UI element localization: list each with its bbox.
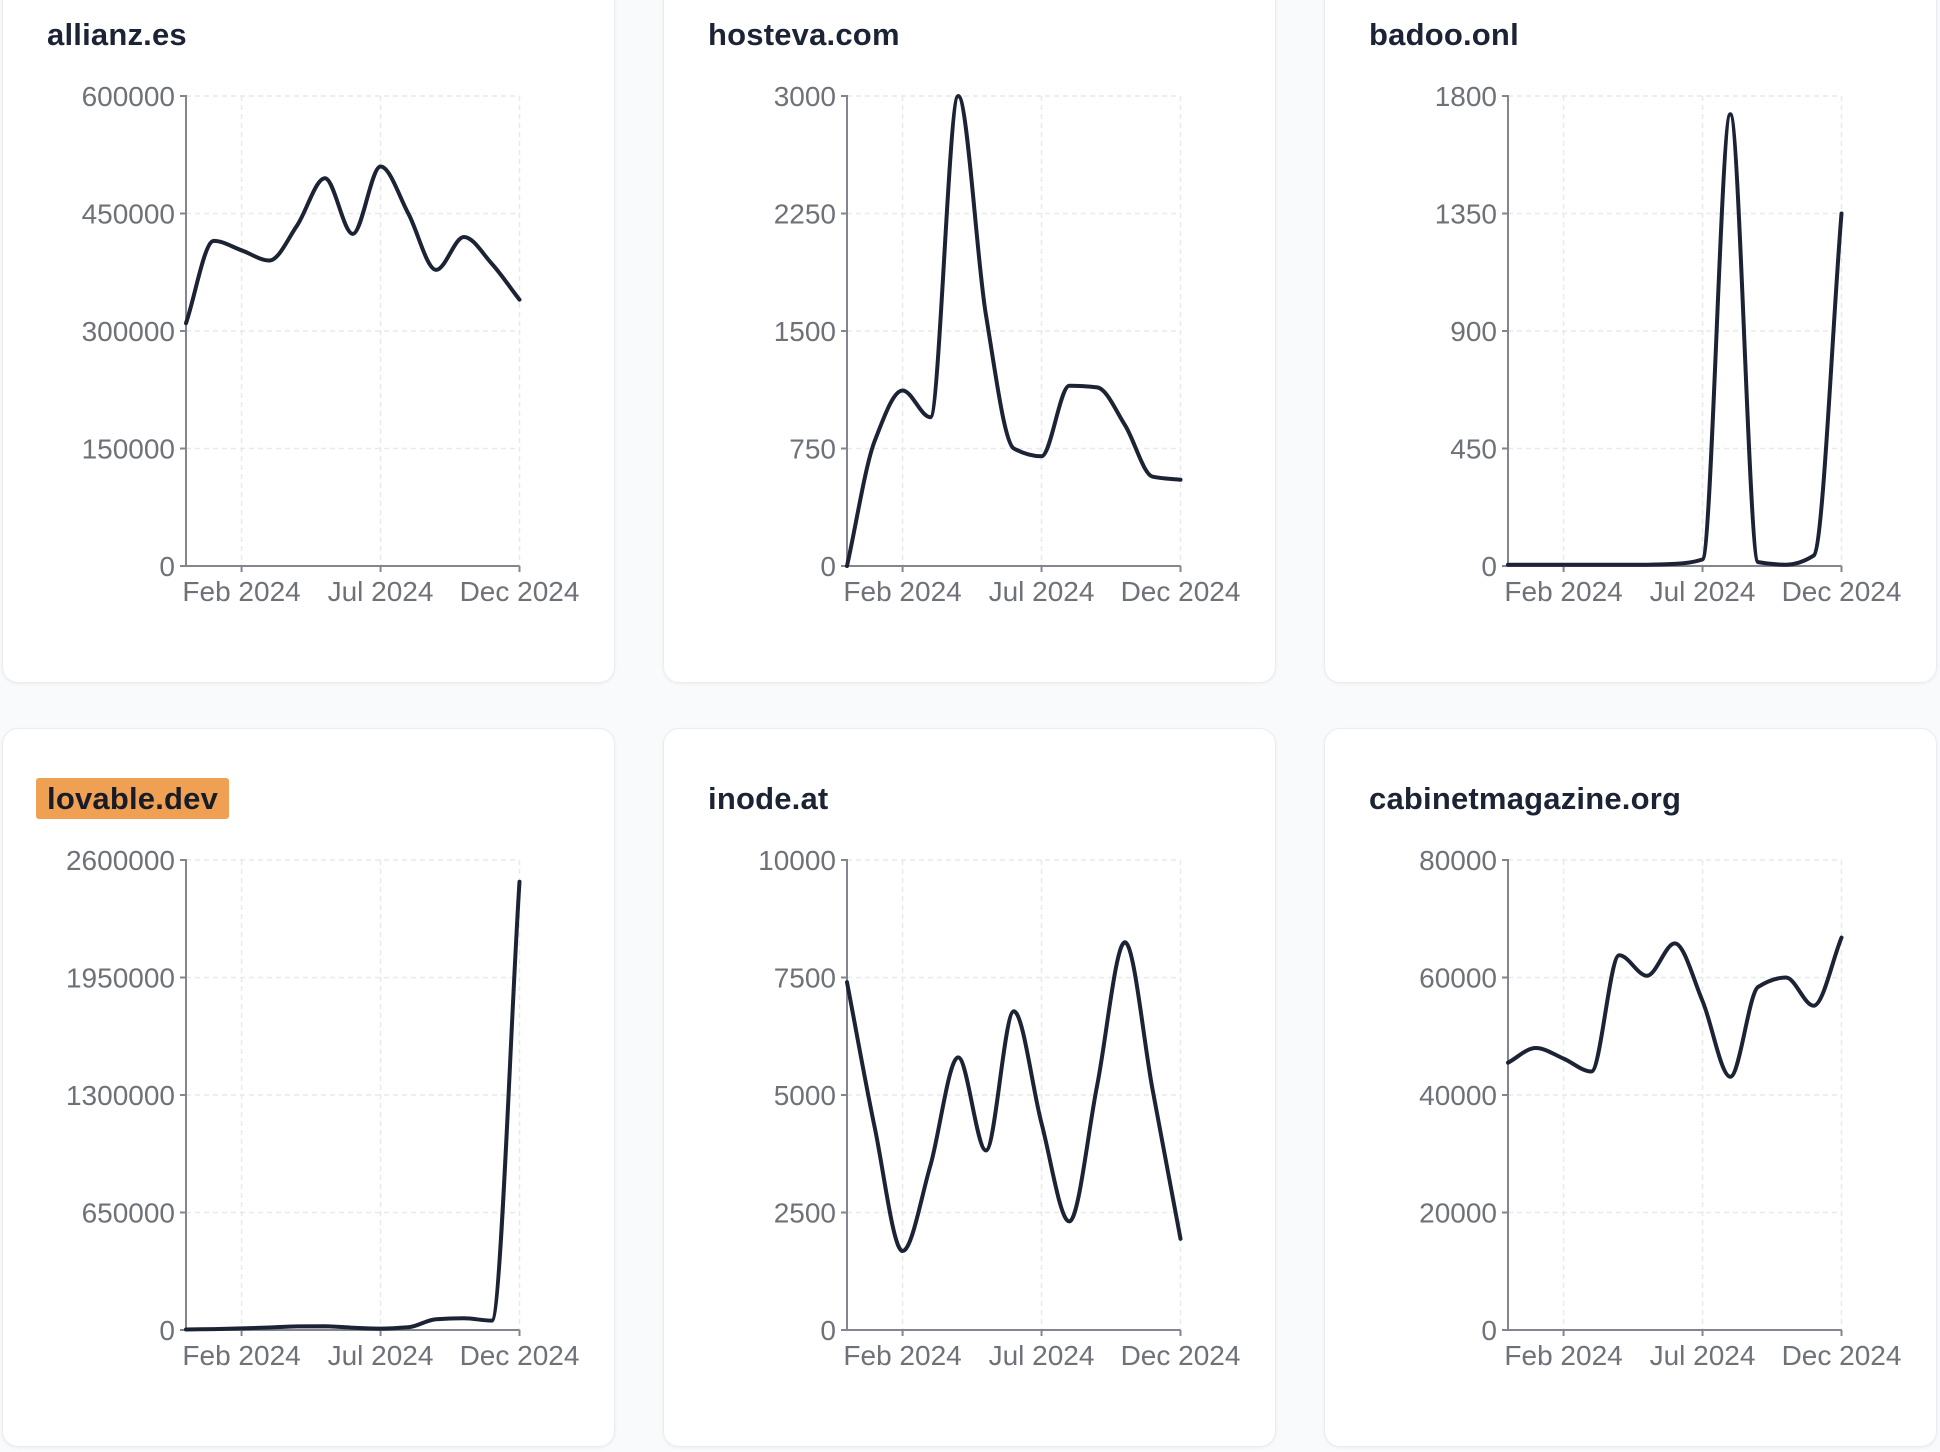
x-tick-label: Feb 2024 — [182, 576, 300, 607]
line-chart: 0 20000 40000 60000 80000 Feb 2024 Jul 2024 Dec… — [1419, 845, 1902, 1371]
y-tick-label: 450000 — [82, 199, 175, 230]
chart-title-text: lovable.dev — [36, 778, 230, 819]
y-tick-label: 450 — [1450, 434, 1497, 465]
x-tick-label: Dec 2024 — [1121, 1340, 1241, 1371]
series-line — [184, 164, 522, 326]
x-tick-label: Feb 2024 — [182, 1340, 300, 1371]
y-tick-label: 2500 — [774, 1198, 836, 1229]
y-tick-label: 1950000 — [66, 963, 175, 994]
y-tick-label: 0 — [820, 1315, 836, 1346]
y-tick-label: 600000 — [82, 81, 175, 112]
y-tick-label: 1500 — [774, 316, 836, 347]
x-tick-label: Jul 2024 — [989, 1340, 1095, 1371]
chart-title: allianz.es — [47, 13, 187, 57]
chart-card: badoo.onl 0 450 900 1350 1800 Feb 2024 Jul 202… — [1324, 0, 1937, 683]
y-tick-label: 0 — [159, 551, 175, 582]
y-tick-label: 20000 — [1419, 1198, 1497, 1229]
series-line — [1506, 112, 1844, 567]
line-chart: 0 450 900 1350 1800 Feb 2024 Jul 2024 Dec 2024 — [1435, 81, 1902, 607]
y-tick-label: 0 — [1481, 1315, 1497, 1346]
series-line — [1506, 935, 1844, 1079]
x-tick-label: Dec 2024 — [1782, 1340, 1902, 1371]
chart-title-text: allianz.es — [47, 17, 187, 52]
x-tick-label: Jul 2024 — [1650, 1340, 1756, 1371]
series-line — [845, 940, 1183, 1253]
x-tick-label: Jul 2024 — [328, 576, 434, 607]
y-tick-label: 0 — [1481, 551, 1497, 582]
line-chart: 0 750 1500 2250 3000 Feb 2024 Jul 2024 Dec 2024 — [774, 81, 1241, 607]
chart-title-text: inode.at — [708, 781, 829, 816]
y-tick-label: 150000 — [82, 434, 175, 465]
y-tick-label: 40000 — [1419, 1080, 1497, 1111]
y-tick-label: 2250 — [774, 199, 836, 230]
chart-card: hosteva.com 0 750 1500 2250 3000 Feb 2024 Jul … — [663, 0, 1276, 683]
y-tick-label: 750 — [789, 434, 836, 465]
chart-card: lovable.dev 0 650000 1300000 1950000 2600000… — [2, 728, 615, 1447]
chart-title: lovable.dev — [36, 777, 230, 821]
y-tick-label: 80000 — [1419, 845, 1497, 876]
x-tick-label: Feb 2024 — [843, 1340, 961, 1371]
chart-title: hosteva.com — [708, 13, 900, 57]
x-tick-label: Jul 2024 — [1650, 576, 1756, 607]
y-tick-label: 900 — [1450, 316, 1497, 347]
x-tick-label: Dec 2024 — [1121, 576, 1241, 607]
y-tick-label: 3000 — [774, 81, 836, 112]
chart-title: inode.at — [708, 777, 828, 821]
y-tick-label: 1300000 — [66, 1080, 175, 1111]
chart-card: cabinetmagazine.org 0 20000 40000 60000 8000… — [1324, 728, 1937, 1447]
x-tick-label: Dec 2024 — [1782, 576, 1902, 607]
y-tick-label: 2600000 — [66, 845, 175, 876]
line-chart: 0 150000 300000 450000 600000 Feb 2024 Jul 202… — [82, 81, 580, 607]
x-tick-label: Jul 2024 — [328, 1340, 434, 1371]
chart-card: allianz.es 0 150000 300000 450000 600000 Feb … — [2, 0, 615, 683]
x-tick-label: Feb 2024 — [1504, 1340, 1622, 1371]
y-tick-label: 650000 — [82, 1198, 175, 1229]
y-tick-label: 10000 — [758, 845, 836, 876]
x-tick-label: Feb 2024 — [1504, 576, 1622, 607]
chart-title: cabinetmagazine.org — [1369, 777, 1681, 821]
x-tick-label: Feb 2024 — [843, 576, 961, 607]
line-chart: 0 2500 5000 7500 10000 Feb 2024 Jul 2024 Dec 20… — [758, 845, 1241, 1371]
x-tick-label: Jul 2024 — [989, 576, 1095, 607]
y-tick-label: 60000 — [1419, 963, 1497, 994]
y-tick-label: 300000 — [82, 316, 175, 347]
y-tick-label: 1800 — [1435, 81, 1497, 112]
y-tick-label: 0 — [820, 551, 836, 582]
y-tick-label: 5000 — [774, 1080, 836, 1111]
line-chart: 0 650000 1300000 1950000 2600000 Feb 2024 Jul … — [66, 845, 580, 1371]
chart-title: badoo.onl — [1369, 13, 1519, 57]
chart-title-text: badoo.onl — [1369, 17, 1519, 52]
x-tick-label: Dec 2024 — [460, 576, 580, 607]
chart-title-text: cabinetmagazine.org — [1369, 781, 1682, 816]
series-line — [184, 879, 522, 1332]
y-tick-label: 0 — [159, 1315, 175, 1346]
chart-title-text: hosteva.com — [708, 17, 900, 52]
y-tick-label: 7500 — [774, 963, 836, 994]
series-line — [845, 94, 1183, 568]
chart-card: inode.at 0 2500 5000 7500 10000 Feb 2024 Jul 2… — [663, 728, 1276, 1447]
y-tick-label: 1350 — [1435, 199, 1497, 230]
x-tick-label: Dec 2024 — [460, 1340, 580, 1371]
